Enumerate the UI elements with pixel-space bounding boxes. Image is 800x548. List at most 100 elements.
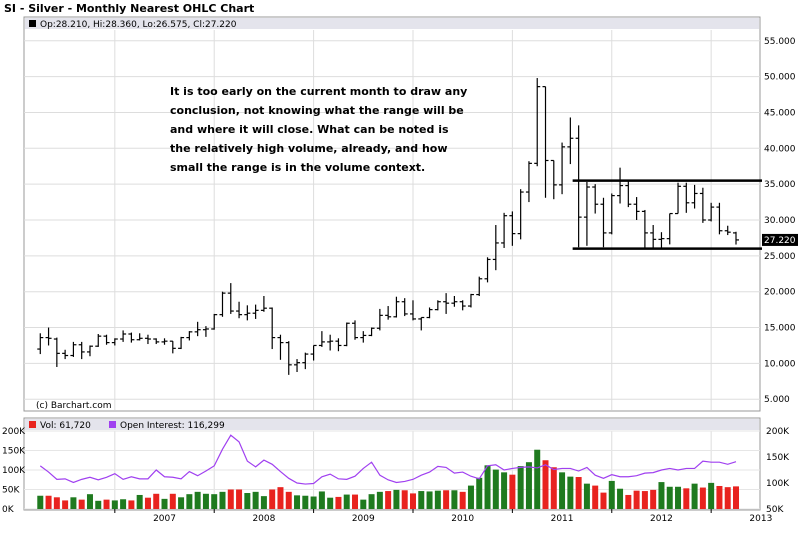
volume-tick-label: 100K (2, 466, 26, 476)
volume-bar (95, 500, 102, 509)
ohlc-bar (641, 209, 648, 248)
ohlc-bar (724, 225, 731, 236)
ohlc-bar (592, 184, 599, 214)
volume-bar (368, 494, 375, 509)
ohlc-bar (95, 334, 102, 347)
ohlc-bar (310, 344, 317, 361)
copyright-label: (c) Barchart.com (36, 401, 112, 411)
price-legend-swatch (29, 20, 36, 27)
last-price-label: 27.220 (764, 236, 796, 246)
volume-tick-label: 50K (2, 486, 20, 496)
ohlc-bar (708, 202, 715, 222)
volume-bar (650, 489, 657, 509)
volume-tick-label: 200K (2, 427, 26, 437)
ohlc-bar (103, 334, 110, 345)
open-interest-right-axis: 50K 100K 150K 200K (766, 427, 790, 515)
volume-bar (716, 485, 723, 509)
ohlc-bar (294, 359, 301, 372)
volume-bar (583, 483, 590, 509)
volume-bar (699, 487, 706, 509)
volume-bar (219, 491, 226, 509)
volume-legend: Vol: 61,720 (40, 421, 91, 431)
ohlc-bar (434, 300, 441, 311)
x-tick-label: 2010 (451, 514, 474, 524)
ohlc-bar (550, 159, 557, 200)
volume-bar (236, 489, 243, 509)
price-tick-label: 5.000 (764, 395, 790, 405)
ohlc-bar (120, 330, 127, 342)
volume-bar (418, 491, 425, 509)
x-axis: 2007 2008 2009 2010 2011 2012 2013 (114, 509, 772, 524)
price-tick-label: 25.000 (764, 252, 796, 262)
price-tick-label: 45.000 (764, 108, 796, 118)
volume-bar (401, 490, 408, 509)
ohlc-bar (534, 78, 541, 167)
volume-bar (161, 498, 168, 509)
volume-bar (169, 493, 176, 509)
volume-bar (484, 465, 491, 509)
volume-bar (476, 477, 483, 509)
annotation-line: It is too early on the current month to … (170, 85, 467, 98)
volume-bar (575, 477, 582, 509)
volume-bar (675, 486, 682, 509)
ohlc-bar (252, 304, 259, 319)
open-interest-tick-label: 50K (766, 505, 784, 515)
ohlc-bar (650, 225, 657, 249)
ohlc-bar (78, 341, 85, 360)
volume-bar (194, 491, 201, 509)
ohlc-bar (128, 332, 135, 343)
volume-bar (517, 466, 524, 509)
last-price-box (762, 233, 798, 246)
volume-bar (393, 489, 400, 509)
annotation-line: small the range is in the volume context… (170, 161, 425, 174)
ohlc-bar (501, 212, 508, 248)
ohlc-bar (658, 232, 665, 249)
ohlc-bar (583, 182, 590, 246)
ohlc-bar (53, 337, 60, 367)
x-tick-label: 2009 (352, 514, 375, 524)
support-resistance-lines (572, 179, 762, 250)
ohlc-bar (318, 331, 325, 347)
ohlc-bar (451, 296, 458, 307)
volume-bar (103, 499, 110, 509)
ohlc-bar (236, 301, 243, 319)
volume-bar (343, 494, 350, 509)
ohlc-bar (62, 349, 69, 360)
volume-bar (310, 496, 317, 509)
volume-bar (385, 491, 392, 509)
volume-bar (70, 497, 77, 509)
ohlc-bar (153, 338, 160, 345)
ohlc-bar (525, 161, 532, 203)
volume-bar (525, 462, 532, 509)
ohlc-bar (169, 340, 176, 354)
ohlc-bar (302, 352, 309, 370)
open-interest-tick-label: 150K (766, 453, 790, 463)
volume-bar (178, 497, 185, 509)
volume-bar (285, 491, 292, 509)
ohlc-bar (227, 283, 234, 314)
volume-bar (600, 492, 607, 509)
ohlc-bar (211, 313, 218, 330)
volume-legend-bar (25, 419, 759, 430)
volume-bar (633, 490, 640, 509)
volume-bar (352, 494, 359, 509)
volume-bar (641, 491, 648, 509)
ohlc-bar (393, 296, 400, 318)
ohlc-bar (45, 327, 52, 346)
volume-bar (37, 495, 44, 509)
ohlc-bar (368, 327, 375, 337)
ohlc-bar (219, 291, 226, 317)
volume-bar (409, 493, 416, 509)
volume-bar (658, 482, 665, 509)
ohlc-bar (617, 167, 624, 204)
volume-bar (153, 493, 160, 509)
ohlc-bar (327, 334, 334, 351)
ohlc-bar (285, 341, 292, 375)
volume-bar (683, 488, 690, 509)
annotation-line: conclusion, not knowing what the range w… (170, 104, 464, 117)
open-interest-polyline (39, 434, 737, 485)
ohlc-bar (385, 306, 392, 320)
ohlc-bar (509, 211, 516, 246)
